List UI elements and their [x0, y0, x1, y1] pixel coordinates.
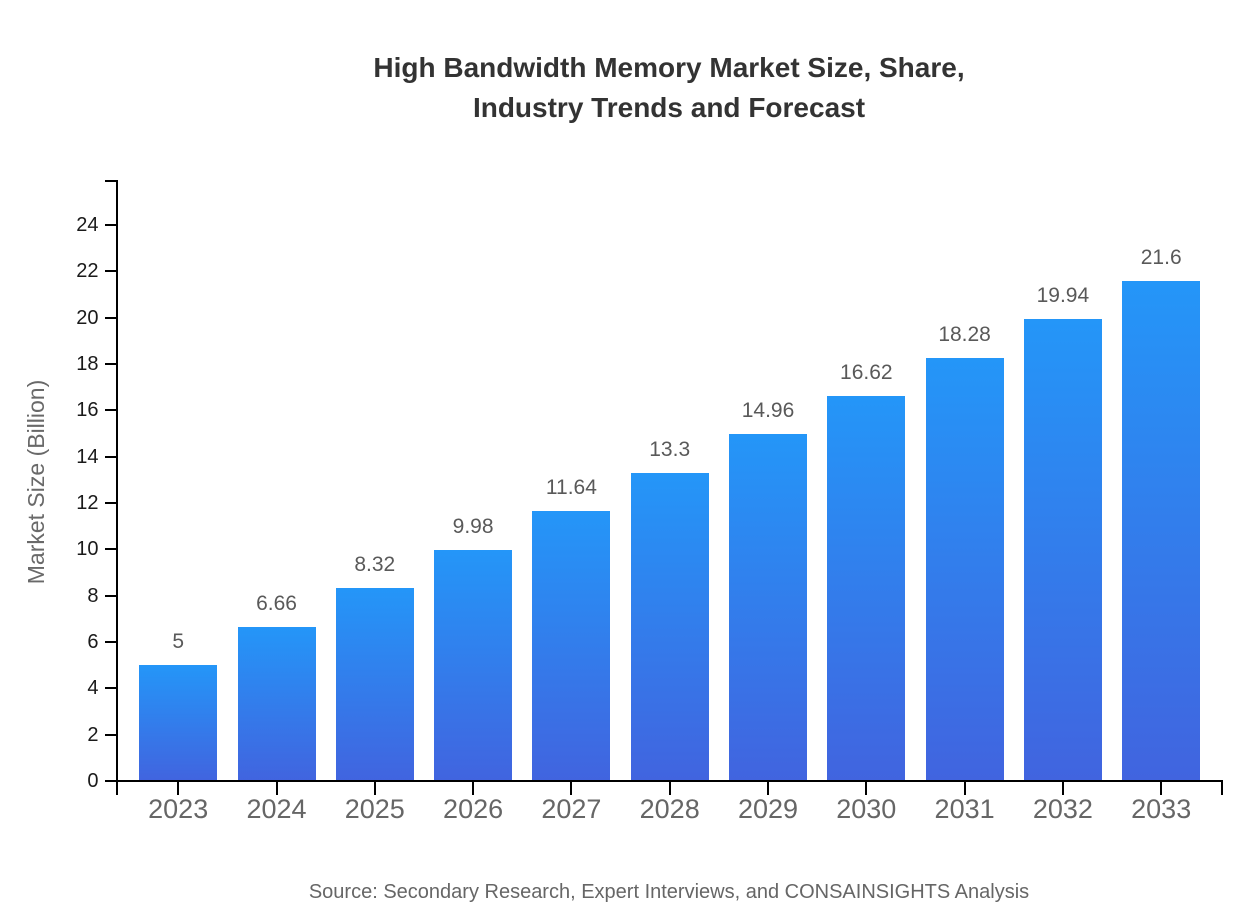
- y-tick-label: 8: [87, 584, 99, 607]
- x-tick-label: 2033: [1131, 794, 1192, 824]
- y-tick: [104, 455, 116, 458]
- y-tick: [104, 594, 116, 597]
- x-tick-label: 2031: [934, 794, 995, 824]
- x-tick: [1061, 782, 1064, 795]
- x-tick-label: 2023: [148, 794, 209, 824]
- x-tick-label: 2032: [1032, 794, 1093, 824]
- bar-value-label: 8.32: [354, 553, 396, 577]
- y-tick-label: 16: [76, 399, 99, 422]
- bar-2028: [630, 472, 709, 781]
- x-tick: [373, 782, 376, 795]
- y-tick: [104, 733, 116, 736]
- x-tick: [570, 782, 573, 795]
- bar-2030: [827, 395, 906, 781]
- y-tick-label: 10: [76, 538, 99, 561]
- y-tick: [104, 548, 116, 551]
- y-tick-label: 12: [76, 492, 99, 514]
- x-tick: [1160, 782, 1163, 795]
- x-tick: [275, 782, 278, 795]
- x-tick-label: 2027: [541, 794, 602, 824]
- x-axis-endcap-tick: [1221, 782, 1223, 795]
- bar-2026: [434, 549, 513, 781]
- y-axis-endcap-tick: [104, 180, 116, 182]
- x-tick: [472, 782, 475, 795]
- source-note: Source: Secondary Research, Expert Inter…: [308, 881, 1030, 903]
- x-tick: [865, 782, 868, 795]
- bar-value-label: 11.64: [545, 476, 597, 500]
- x-tick-label: 2025: [344, 794, 405, 824]
- bar-2025: [335, 588, 414, 781]
- y-axis-line: [115, 180, 118, 795]
- bar-value-label: 5: [172, 630, 185, 654]
- bar-2024: [237, 626, 316, 781]
- y-tick: [104, 780, 116, 782]
- bar-value-label: 14.96: [741, 399, 795, 423]
- bar-value-label: 16.62: [840, 360, 893, 384]
- y-tick: [104, 641, 116, 643]
- bar-2032: [1023, 319, 1102, 781]
- y-tick: [104, 502, 116, 504]
- x-tick: [963, 782, 966, 795]
- bar-value-label: 13.3: [649, 437, 691, 461]
- bar-2031: [925, 357, 1004, 781]
- x-tick-label: 2029: [737, 794, 799, 824]
- y-tick: [104, 409, 116, 412]
- y-tick: [104, 224, 116, 226]
- y-tick-label: 14: [76, 445, 99, 468]
- y-tick: [104, 687, 116, 690]
- x-tick-label: 2030: [836, 794, 897, 824]
- x-tick-label: 2028: [639, 794, 700, 824]
- y-tick-label: 24: [76, 214, 99, 236]
- bar-value-label: 6.66: [256, 591, 297, 615]
- chart-title: High Bandwidth Memory Market Size, Share…: [373, 52, 965, 123]
- y-tick-label: 2: [87, 723, 99, 746]
- bar-value-label: 19.94: [1036, 284, 1090, 308]
- x-tick: [767, 782, 769, 795]
- x-tick: [177, 782, 180, 795]
- y-tick-label: 6: [87, 631, 99, 653]
- y-tick-label: 18: [76, 353, 99, 375]
- bar-2033: [1122, 280, 1201, 781]
- x-tick-label: 2026: [443, 794, 504, 824]
- y-tick-label: 22: [76, 260, 99, 283]
- y-tick-label: 4: [87, 677, 99, 700]
- y-tick-label: 0: [87, 770, 99, 792]
- bar-value-label: 18.28: [938, 322, 991, 346]
- y-tick: [104, 316, 116, 319]
- x-tick: [668, 782, 671, 795]
- y-tick: [104, 270, 116, 273]
- bar-value-label: 21.6: [1140, 245, 1182, 269]
- x-tick-label: 2024: [246, 794, 307, 824]
- bar-2027: [532, 511, 611, 781]
- x-axis-line: [115, 780, 1223, 782]
- y-tick: [104, 363, 116, 365]
- bar-value-label: 9.98: [452, 514, 494, 538]
- y-tick-label: 20: [76, 306, 99, 329]
- bar-2023: [139, 665, 218, 781]
- bar-2029: [729, 434, 807, 781]
